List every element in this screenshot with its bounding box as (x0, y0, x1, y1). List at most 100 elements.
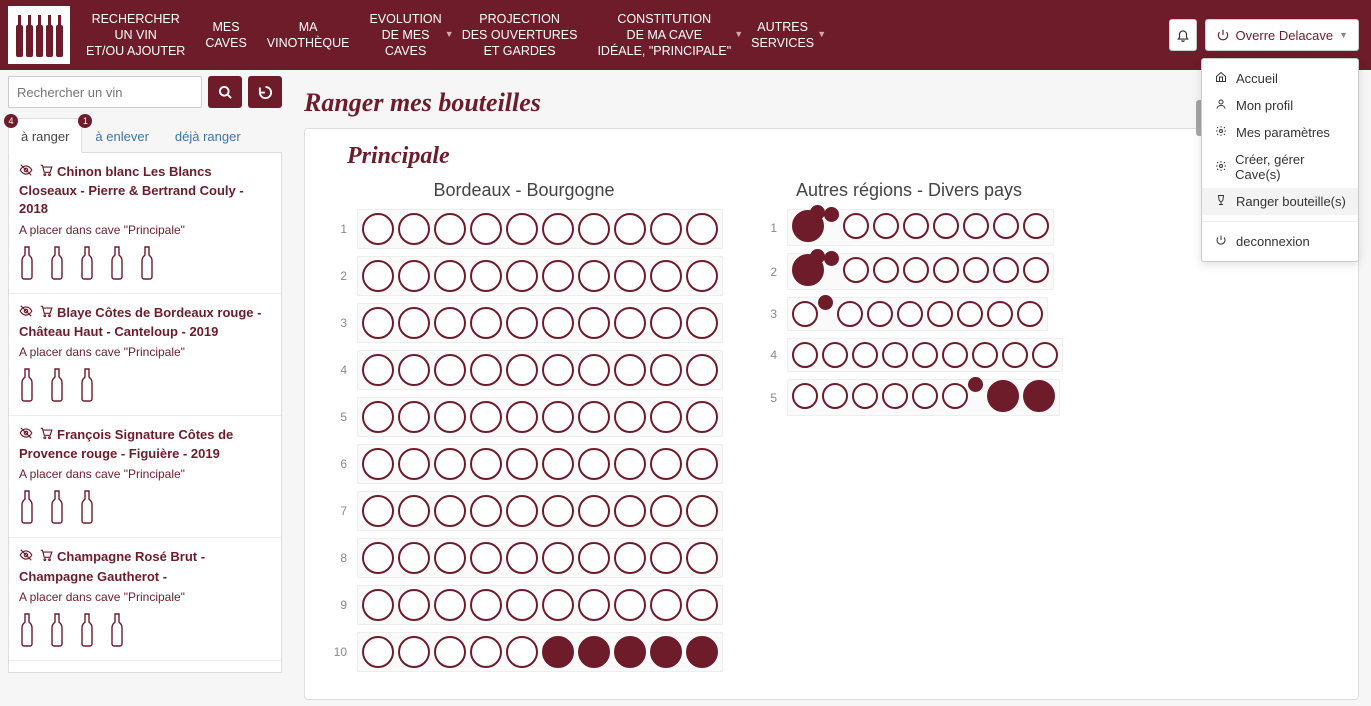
rack-slot[interactable] (542, 354, 574, 386)
rack-slot[interactable] (398, 354, 430, 386)
rack-slot[interactable] (822, 342, 848, 368)
rack-slot[interactable] (506, 636, 538, 668)
rack-slot[interactable] (578, 448, 610, 480)
rack-slot[interactable] (434, 260, 466, 292)
rack-slot[interactable] (843, 213, 869, 239)
rack-slot[interactable] (942, 342, 968, 368)
rack-slot[interactable] (614, 495, 646, 527)
site-logo[interactable] (8, 6, 70, 64)
rack-slot[interactable] (933, 213, 959, 239)
rack-slot[interactable] (398, 307, 430, 339)
rack-slot[interactable] (912, 383, 938, 409)
rack-slot[interactable] (434, 307, 466, 339)
rack-slot[interactable] (578, 354, 610, 386)
tab[interactable]: à ranger4 (8, 118, 82, 153)
reset-button[interactable] (248, 76, 282, 108)
rack-slot[interactable] (362, 542, 394, 574)
rack-slot[interactable] (852, 383, 878, 409)
rack-slot[interactable] (578, 260, 610, 292)
rack-slot[interactable] (912, 342, 938, 368)
rack-slot[interactable] (852, 342, 878, 368)
rack-slot[interactable] (1023, 380, 1055, 412)
rack-slot[interactable] (506, 260, 538, 292)
rack-slot[interactable] (506, 542, 538, 574)
rack-slot[interactable] (933, 257, 959, 283)
rack-slot[interactable] (470, 401, 502, 433)
rack-slot[interactable] (434, 448, 466, 480)
rack-slot[interactable] (578, 636, 610, 668)
user-menu-item[interactable]: Ranger bouteille(s) (1202, 188, 1358, 215)
rack-slot[interactable] (470, 589, 502, 621)
rack-slot[interactable] (686, 495, 718, 527)
rack-slot[interactable] (822, 383, 848, 409)
rack-slot[interactable] (993, 213, 1019, 239)
rack-slot[interactable] (506, 448, 538, 480)
rack-slot[interactable] (650, 307, 682, 339)
rack-slot[interactable] (963, 213, 989, 239)
rack-slot[interactable] (792, 210, 824, 242)
rack-slot[interactable] (686, 448, 718, 480)
nav-item[interactable]: EVOLUTION DE MES CAVES▼ (359, 0, 451, 70)
user-menu-item[interactable]: Mon profil (1202, 92, 1358, 119)
rack-slot[interactable] (470, 354, 502, 386)
rack-slot[interactable] (686, 354, 718, 386)
rack-slot[interactable] (650, 354, 682, 386)
rack-slot[interactable] (542, 401, 574, 433)
rack-slot[interactable] (650, 636, 682, 668)
rack-slot[interactable] (506, 307, 538, 339)
rack-slot[interactable] (470, 213, 502, 245)
rack-slot[interactable] (614, 542, 646, 574)
rack-slot[interactable] (434, 401, 466, 433)
tab[interactable]: déjà ranger (162, 118, 254, 152)
rack-slot[interactable] (578, 213, 610, 245)
rack-slot[interactable] (398, 636, 430, 668)
rack-slot[interactable] (434, 213, 466, 245)
tab[interactable]: à enlever1 (82, 118, 161, 152)
rack-slot[interactable] (873, 213, 899, 239)
rack-slot[interactable] (398, 213, 430, 245)
rack-slot[interactable] (362, 307, 394, 339)
rack-slot[interactable] (867, 301, 893, 327)
rack-slot[interactable] (903, 213, 929, 239)
rack-slot[interactable] (362, 401, 394, 433)
rack-slot[interactable] (614, 636, 646, 668)
rack-slot[interactable] (903, 257, 929, 283)
rack-slot[interactable] (614, 260, 646, 292)
rack-slot[interactable] (434, 542, 466, 574)
rack-slot[interactable] (578, 401, 610, 433)
user-menu-item[interactable]: Accueil (1202, 65, 1358, 92)
nav-item[interactable]: MES CAVES (195, 0, 256, 70)
rack-slot[interactable] (650, 542, 682, 574)
rack-slot[interactable] (470, 307, 502, 339)
rack-slot[interactable] (434, 636, 466, 668)
rack-slot[interactable] (818, 295, 833, 310)
rack-slot[interactable] (686, 589, 718, 621)
rack-slot[interactable] (957, 301, 983, 327)
rack-slot[interactable] (792, 301, 818, 327)
rack-slot[interactable] (972, 342, 998, 368)
rack-slot[interactable] (362, 495, 394, 527)
rack-slot[interactable] (614, 307, 646, 339)
rack-slot[interactable] (362, 448, 394, 480)
rack-slot[interactable] (398, 401, 430, 433)
rack-slot[interactable] (987, 301, 1013, 327)
wine-card[interactable]: Blaye Côtes de Bordeaux rouge - Château … (9, 294, 281, 416)
rack-slot[interactable] (470, 542, 502, 574)
rack-slot[interactable] (897, 301, 923, 327)
rack-slot[interactable] (686, 213, 718, 245)
rack-slot[interactable] (542, 213, 574, 245)
rack-slot[interactable] (542, 589, 574, 621)
rack-slot[interactable] (398, 260, 430, 292)
search-input[interactable] (8, 76, 202, 108)
wine-card[interactable]: Chinon blanc Les Blancs Closeaux - Pierr… (9, 153, 281, 294)
rack-slot[interactable] (398, 542, 430, 574)
rack-slot[interactable] (968, 377, 983, 392)
rack-slot[interactable] (578, 542, 610, 574)
rack-slot[interactable] (542, 542, 574, 574)
rack-slot[interactable] (542, 260, 574, 292)
rack-slot[interactable] (686, 542, 718, 574)
logout-item[interactable]: deconnexion (1202, 228, 1358, 255)
rack-slot[interactable] (686, 307, 718, 339)
rack-slot[interactable] (987, 380, 1019, 412)
rack-slot[interactable] (837, 301, 863, 327)
